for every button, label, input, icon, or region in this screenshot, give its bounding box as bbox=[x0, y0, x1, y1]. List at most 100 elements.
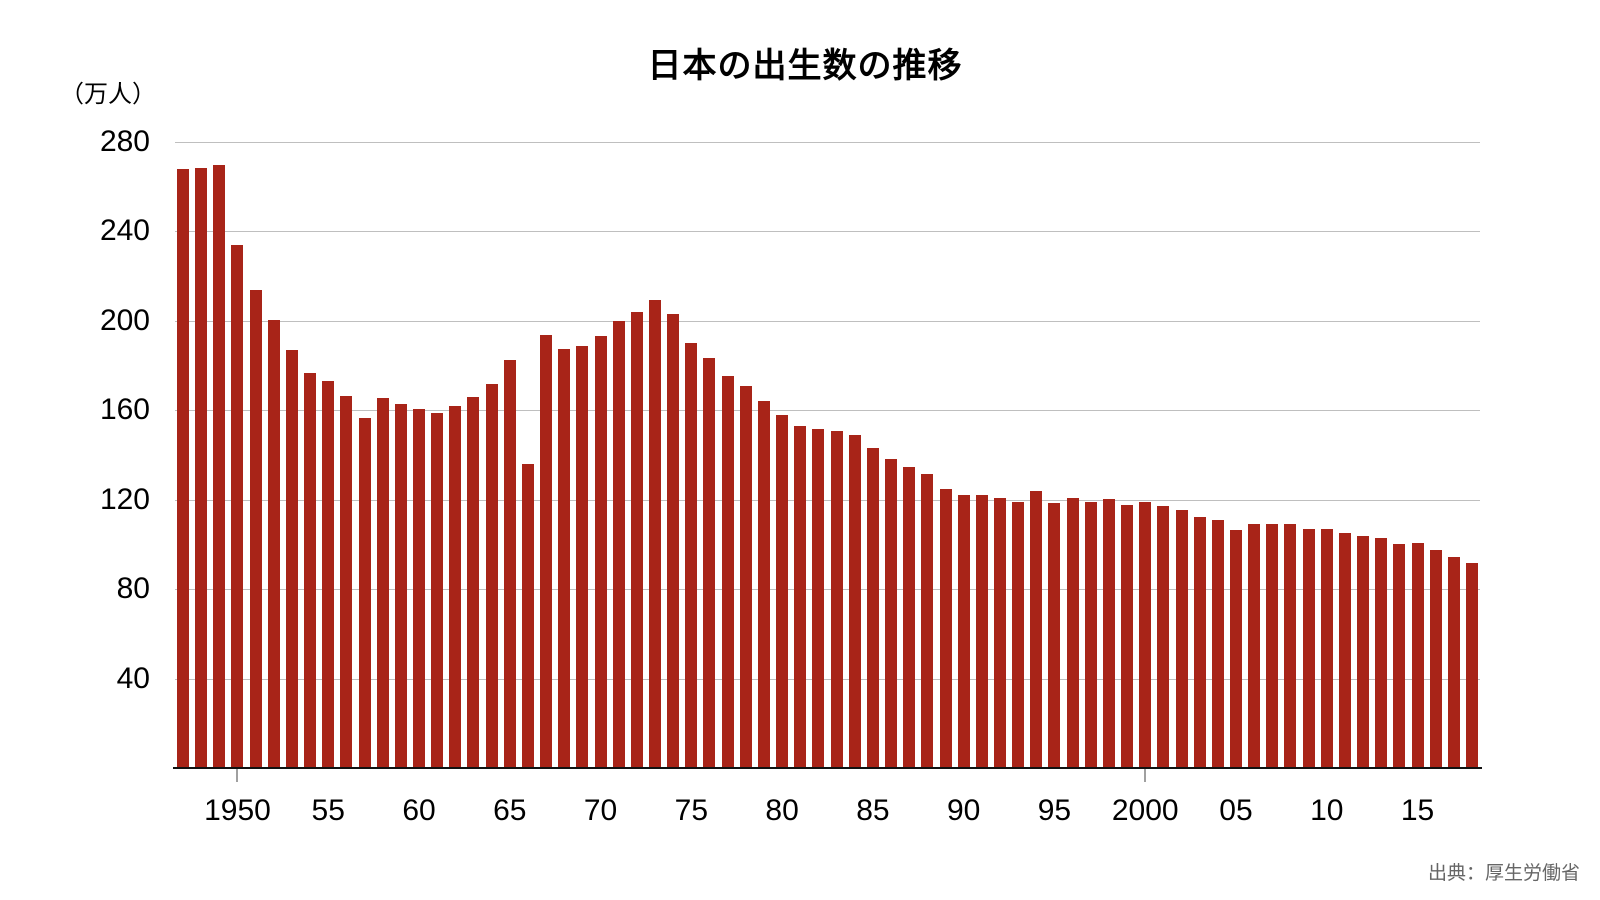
y-tick-label-200: 200 bbox=[99, 303, 150, 337]
x-tick-label-1950: 1950 bbox=[204, 794, 271, 827]
bar-1984 bbox=[848, 435, 861, 768]
bar-1982 bbox=[812, 429, 825, 768]
y-tick-label-120: 120 bbox=[99, 482, 150, 516]
bar-1950 bbox=[231, 245, 244, 768]
bar-1991 bbox=[975, 494, 988, 768]
bar-1955 bbox=[322, 381, 335, 768]
bar-1964 bbox=[485, 384, 498, 768]
y-tick-label-80: 80 bbox=[116, 572, 150, 606]
x-tick-label-2005: 05 bbox=[1219, 794, 1253, 827]
bar-1970 bbox=[594, 335, 607, 768]
x-tick-label-1975: 75 bbox=[674, 794, 709, 827]
bar-1974 bbox=[667, 314, 680, 768]
plot-area bbox=[173, 142, 1482, 769]
bar-1986 bbox=[885, 458, 898, 768]
bar-2018 bbox=[1466, 562, 1478, 768]
bar-1997 bbox=[1084, 501, 1097, 768]
bar-1998 bbox=[1102, 499, 1115, 768]
bar-1969 bbox=[576, 345, 589, 768]
x-tick-label-1955: 55 bbox=[311, 794, 345, 827]
grid-line-40 bbox=[175, 678, 1480, 680]
x-axis-line bbox=[173, 767, 1482, 769]
bar-1992 bbox=[993, 497, 1006, 768]
bar-1989 bbox=[939, 489, 952, 768]
bar-1978 bbox=[739, 385, 752, 768]
bar-1987 bbox=[903, 466, 916, 768]
bar-2017 bbox=[1447, 556, 1460, 768]
bar-1961 bbox=[431, 412, 444, 768]
bar-1980 bbox=[776, 415, 789, 768]
bar-1999 bbox=[1121, 504, 1134, 768]
bar-1979 bbox=[757, 400, 770, 768]
grid-line-200 bbox=[175, 320, 1480, 322]
x-tick-label-2015: 15 bbox=[1400, 794, 1435, 827]
chart-title: 日本の出生数の推移 bbox=[647, 47, 963, 85]
y-axis-unit-label: （万人） bbox=[60, 81, 156, 108]
bar-1993 bbox=[1012, 502, 1025, 768]
bar-1949 bbox=[213, 165, 226, 768]
bar-1985 bbox=[866, 447, 879, 768]
bar-1959 bbox=[394, 404, 407, 768]
bar-1995 bbox=[1048, 502, 1061, 768]
bar-1962 bbox=[449, 406, 462, 768]
bar-2016 bbox=[1429, 549, 1442, 768]
grid-line-80 bbox=[175, 589, 1480, 591]
bar-1951 bbox=[249, 290, 262, 768]
x-tick-label-1980: 80 bbox=[765, 794, 799, 827]
bar-2003 bbox=[1193, 516, 1206, 768]
bar-1953 bbox=[285, 350, 298, 768]
y-tick-label-160: 160 bbox=[99, 393, 150, 427]
bar-1963 bbox=[467, 397, 480, 768]
bar-1967 bbox=[540, 335, 553, 768]
bar-2013 bbox=[1375, 537, 1388, 768]
x-tick-label-1965: 65 bbox=[493, 794, 527, 827]
bar-1996 bbox=[1066, 498, 1079, 768]
grid-line-160 bbox=[175, 410, 1480, 412]
x-tick-label-2010: 10 bbox=[1310, 794, 1344, 827]
bar-1952 bbox=[267, 319, 280, 768]
bar-2004 bbox=[1211, 519, 1224, 768]
bar-1971 bbox=[612, 320, 625, 768]
bar-1947 bbox=[177, 169, 189, 768]
grid-line-240 bbox=[175, 231, 1480, 233]
x-tick-label-1960: 60 bbox=[402, 794, 436, 827]
bar-2009 bbox=[1302, 528, 1315, 768]
bar-1954 bbox=[304, 372, 317, 768]
bar-1957 bbox=[358, 417, 371, 768]
bar-1965 bbox=[503, 360, 516, 768]
x-tick-label-1990: 90 bbox=[946, 794, 981, 827]
y-tick-label-280: 280 bbox=[99, 125, 150, 158]
bar-1958 bbox=[376, 398, 389, 768]
x-tick-label-1985: 85 bbox=[856, 794, 890, 827]
bar-2006 bbox=[1248, 523, 1261, 768]
bar-1994 bbox=[1030, 491, 1043, 768]
grid-line-120 bbox=[175, 499, 1480, 501]
x-tick-label-1995: 95 bbox=[1037, 794, 1072, 827]
bar-1988 bbox=[921, 474, 934, 768]
x-tick-label-2000: 2000 bbox=[1111, 794, 1179, 827]
bar-1972 bbox=[630, 312, 643, 768]
bar-2014 bbox=[1393, 543, 1406, 768]
bar-2008 bbox=[1284, 524, 1297, 768]
y-tick-label-240: 240 bbox=[99, 214, 150, 248]
bar-2012 bbox=[1357, 536, 1370, 768]
bar-2010 bbox=[1320, 528, 1333, 768]
bar-2011 bbox=[1338, 533, 1351, 768]
bar-2002 bbox=[1175, 510, 1188, 768]
bar-1990 bbox=[957, 494, 970, 768]
bar-2015 bbox=[1411, 543, 1424, 768]
source-note: 出典：厚生労働省 bbox=[1427, 863, 1580, 884]
x-tick-label-1970: 70 bbox=[583, 794, 618, 827]
bar-1975 bbox=[685, 343, 698, 768]
bar-2005 bbox=[1229, 530, 1242, 768]
bar-1976 bbox=[703, 358, 716, 768]
bar-1983 bbox=[830, 430, 843, 768]
bar-1981 bbox=[794, 426, 807, 768]
bar-2001 bbox=[1157, 506, 1170, 768]
bar-1956 bbox=[340, 395, 353, 768]
bar-1973 bbox=[649, 300, 662, 768]
bar-1948 bbox=[195, 168, 208, 768]
bar-1968 bbox=[558, 349, 571, 768]
bar-1977 bbox=[721, 375, 734, 768]
